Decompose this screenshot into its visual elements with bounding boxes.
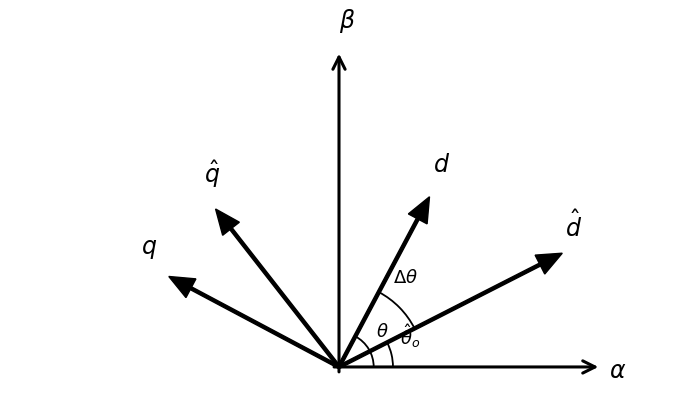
FancyArrow shape xyxy=(338,253,562,368)
Text: $\Delta\theta$: $\Delta\theta$ xyxy=(393,269,418,287)
FancyArrow shape xyxy=(216,209,340,368)
FancyArrow shape xyxy=(338,197,429,368)
Text: $\hat{d}$: $\hat{d}$ xyxy=(565,210,582,242)
Text: $q$: $q$ xyxy=(142,237,157,261)
Text: $\hat{q}$: $\hat{q}$ xyxy=(203,158,220,190)
Text: $\hat{\theta}_o$: $\hat{\theta}_o$ xyxy=(400,323,420,351)
Text: $\alpha$: $\alpha$ xyxy=(609,359,626,383)
FancyArrow shape xyxy=(169,277,340,368)
Text: $\theta$: $\theta$ xyxy=(376,323,388,341)
Text: $d$: $d$ xyxy=(433,154,450,178)
Text: $\beta$: $\beta$ xyxy=(338,7,355,35)
